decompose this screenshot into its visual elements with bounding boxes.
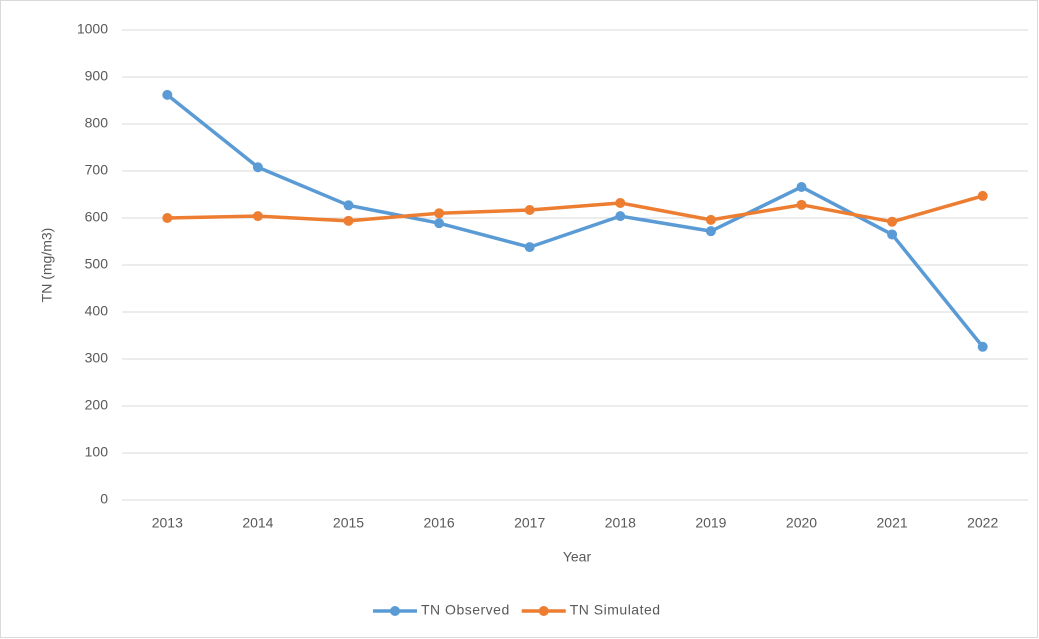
x-tick-label: 2017 xyxy=(514,515,545,531)
data-point xyxy=(796,199,807,210)
x-tick-label: 2014 xyxy=(242,515,273,531)
x-tick-label: 2015 xyxy=(333,515,364,531)
data-point xyxy=(162,213,173,223)
legend-label: TN Observed xyxy=(421,602,510,618)
data-point xyxy=(977,341,988,352)
x-axis-label: Year xyxy=(563,549,592,565)
data-point xyxy=(887,216,898,227)
y-tick-label: 700 xyxy=(85,162,109,178)
x-tick-label: 2021 xyxy=(877,515,908,531)
y-tick-label: 300 xyxy=(85,350,109,366)
data-point xyxy=(162,89,173,100)
legend-label: TN Simulated xyxy=(570,602,661,618)
data-point xyxy=(434,218,445,229)
y-tick-label: 600 xyxy=(85,209,109,225)
data-point xyxy=(887,229,898,240)
data-point xyxy=(977,190,988,201)
y-axis-label: TN (mg/m3) xyxy=(39,228,55,303)
legend-marker xyxy=(390,606,400,616)
data-point xyxy=(343,200,354,211)
data-point xyxy=(705,226,716,237)
data-point xyxy=(252,211,263,222)
legend-marker xyxy=(538,606,549,616)
data-point xyxy=(796,181,807,192)
y-tick-label: 500 xyxy=(85,256,109,272)
y-tick-label: 900 xyxy=(85,68,109,84)
x-tick-label: 2018 xyxy=(605,515,636,531)
x-tick-label: 2020 xyxy=(786,515,817,531)
data-point xyxy=(524,205,535,216)
data-point xyxy=(343,215,354,226)
y-tick-label: 200 xyxy=(85,397,109,413)
x-tick-label: 2016 xyxy=(424,515,455,531)
y-tick-label: 800 xyxy=(85,115,109,131)
y-tick-label: 400 xyxy=(85,303,109,319)
series-line xyxy=(167,194,984,224)
x-tick-label: 2022 xyxy=(967,515,998,531)
series-line xyxy=(166,93,985,348)
data-point xyxy=(705,214,716,225)
data-point xyxy=(615,211,626,222)
x-tick-label: 2019 xyxy=(695,515,726,531)
y-tick-label: 1000 xyxy=(77,21,108,37)
data-point xyxy=(524,242,535,253)
x-tick-label: 2013 xyxy=(152,515,183,531)
y-tick-label: 100 xyxy=(85,444,109,460)
data-point xyxy=(615,197,626,208)
data-point xyxy=(252,162,263,173)
y-tick-label: 0 xyxy=(100,491,108,507)
data-point xyxy=(434,208,445,219)
